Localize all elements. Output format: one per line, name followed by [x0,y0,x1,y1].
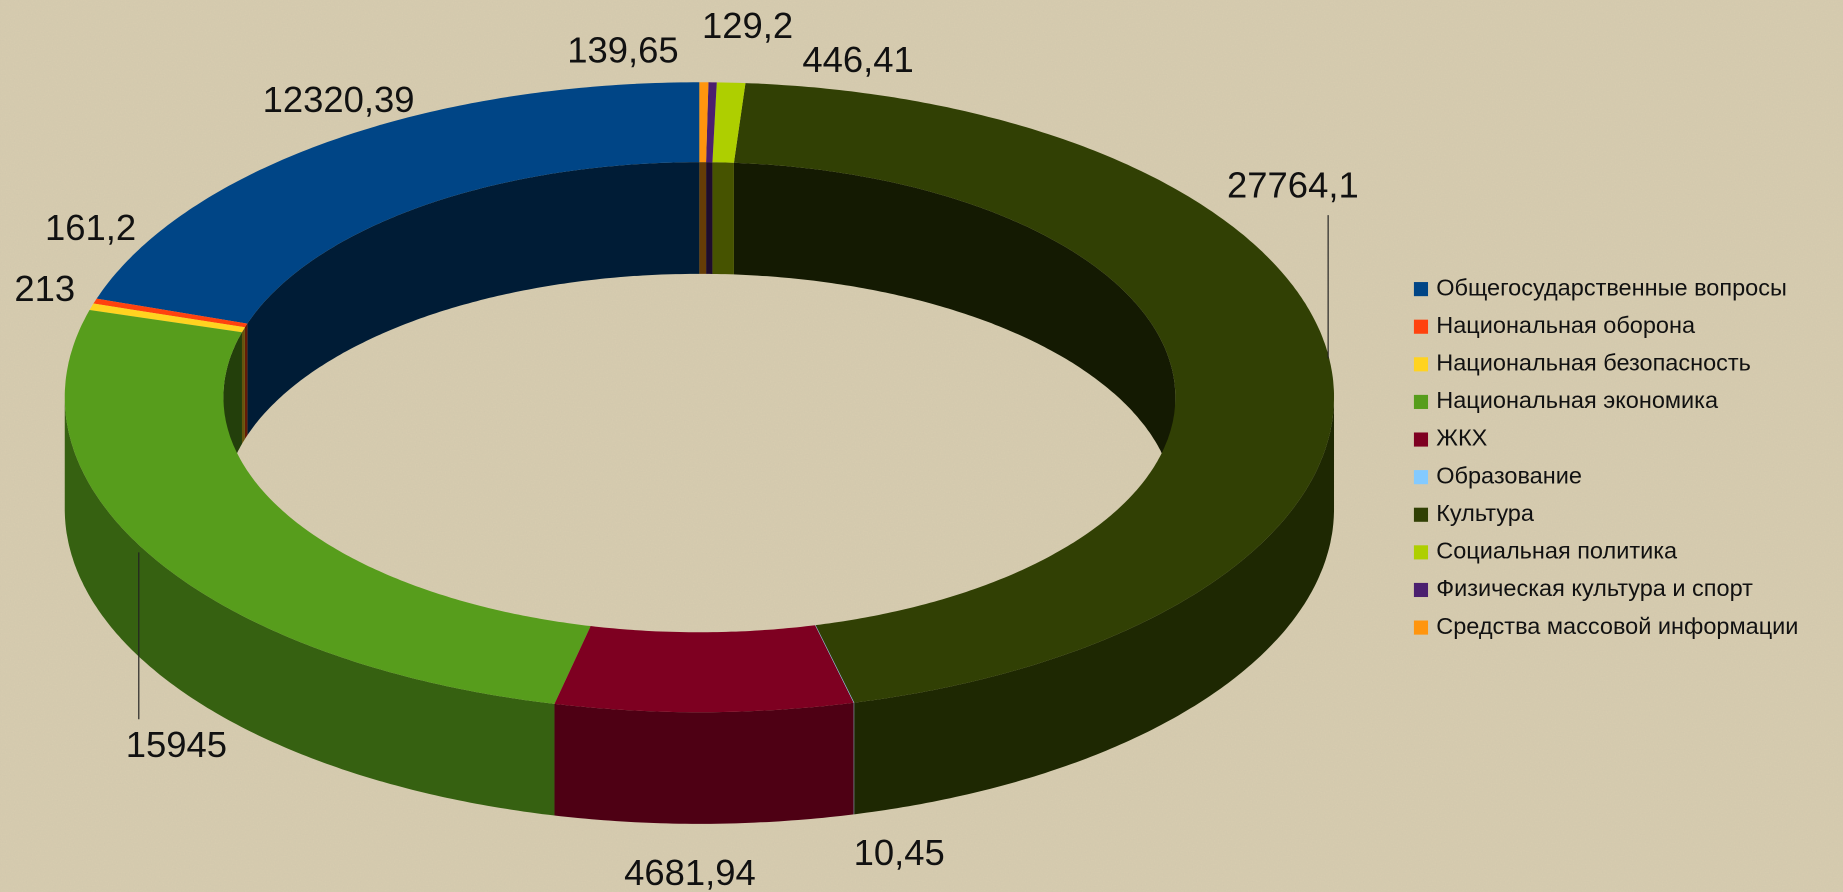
segment [64,310,591,704]
segment [89,303,245,333]
segment-outer-wall [854,399,1335,815]
legend-swatch [1413,432,1429,447]
legend-swatch [1413,545,1429,560]
segment [699,82,709,163]
legend-label: Образование [1436,462,1582,488]
segment-inner-wall [733,162,1176,509]
legend-swatch [1413,507,1429,522]
data-label: 27764,1 [1227,165,1359,206]
segment-inner-wall [699,162,707,274]
segment-inner-wall [247,162,700,436]
legend-swatch [1413,582,1429,598]
segment [554,625,854,713]
legend-swatch [1413,620,1429,635]
segment [96,82,700,324]
data-label: 213 [14,268,75,309]
legend-label: Национальная оборона [1436,312,1696,338]
legend-label: Национальная безопасность [1436,350,1751,376]
data-label: 161,2 [45,207,136,248]
data-label: 15945 [126,724,227,765]
segment-inner-wall [706,162,713,274]
segment-outer-wall [554,702,854,824]
legend-label: Физическая культура и спорт [1436,575,1753,601]
segment [93,298,248,328]
segment [815,625,855,703]
legend-swatch [1413,394,1429,409]
data-label: 139,65 [567,30,678,71]
data-label: 129,2 [702,5,793,46]
legend-swatch [1413,357,1429,372]
legend-label: Общегосударственные вопросы [1436,274,1787,300]
legend-label: ЖКХ [1436,425,1487,451]
plot [64,82,1335,824]
data-label: 4681,94 [624,852,756,892]
legend-swatch [1413,470,1429,485]
data-label: 446,41 [802,39,913,80]
segment-inner-wall [241,327,245,444]
legend-swatch [1413,319,1429,334]
segment-inner-wall [712,162,734,275]
segment [712,82,746,163]
legend-swatch [1413,282,1429,297]
segment [733,83,1335,703]
labels: 12320,39 161,2 213 15945 4681,94 10,45 27764,1… [14,5,1358,892]
legend: Общегосударственные вопросы Национальная … [1413,274,1798,639]
segment-outer-wall [64,399,555,816]
data-label: 10,45 [854,832,945,873]
segment-outer-wall [853,702,855,815]
segment [706,82,717,163]
legend-label: Социальная политика [1436,538,1678,564]
legend-label: Культура [1436,500,1535,526]
legend-label: Национальная экономика [1436,387,1719,413]
data-label: 12320,39 [263,79,415,120]
legend-label: Средства массовой информации [1436,613,1798,639]
segment-inner-wall [244,323,248,439]
